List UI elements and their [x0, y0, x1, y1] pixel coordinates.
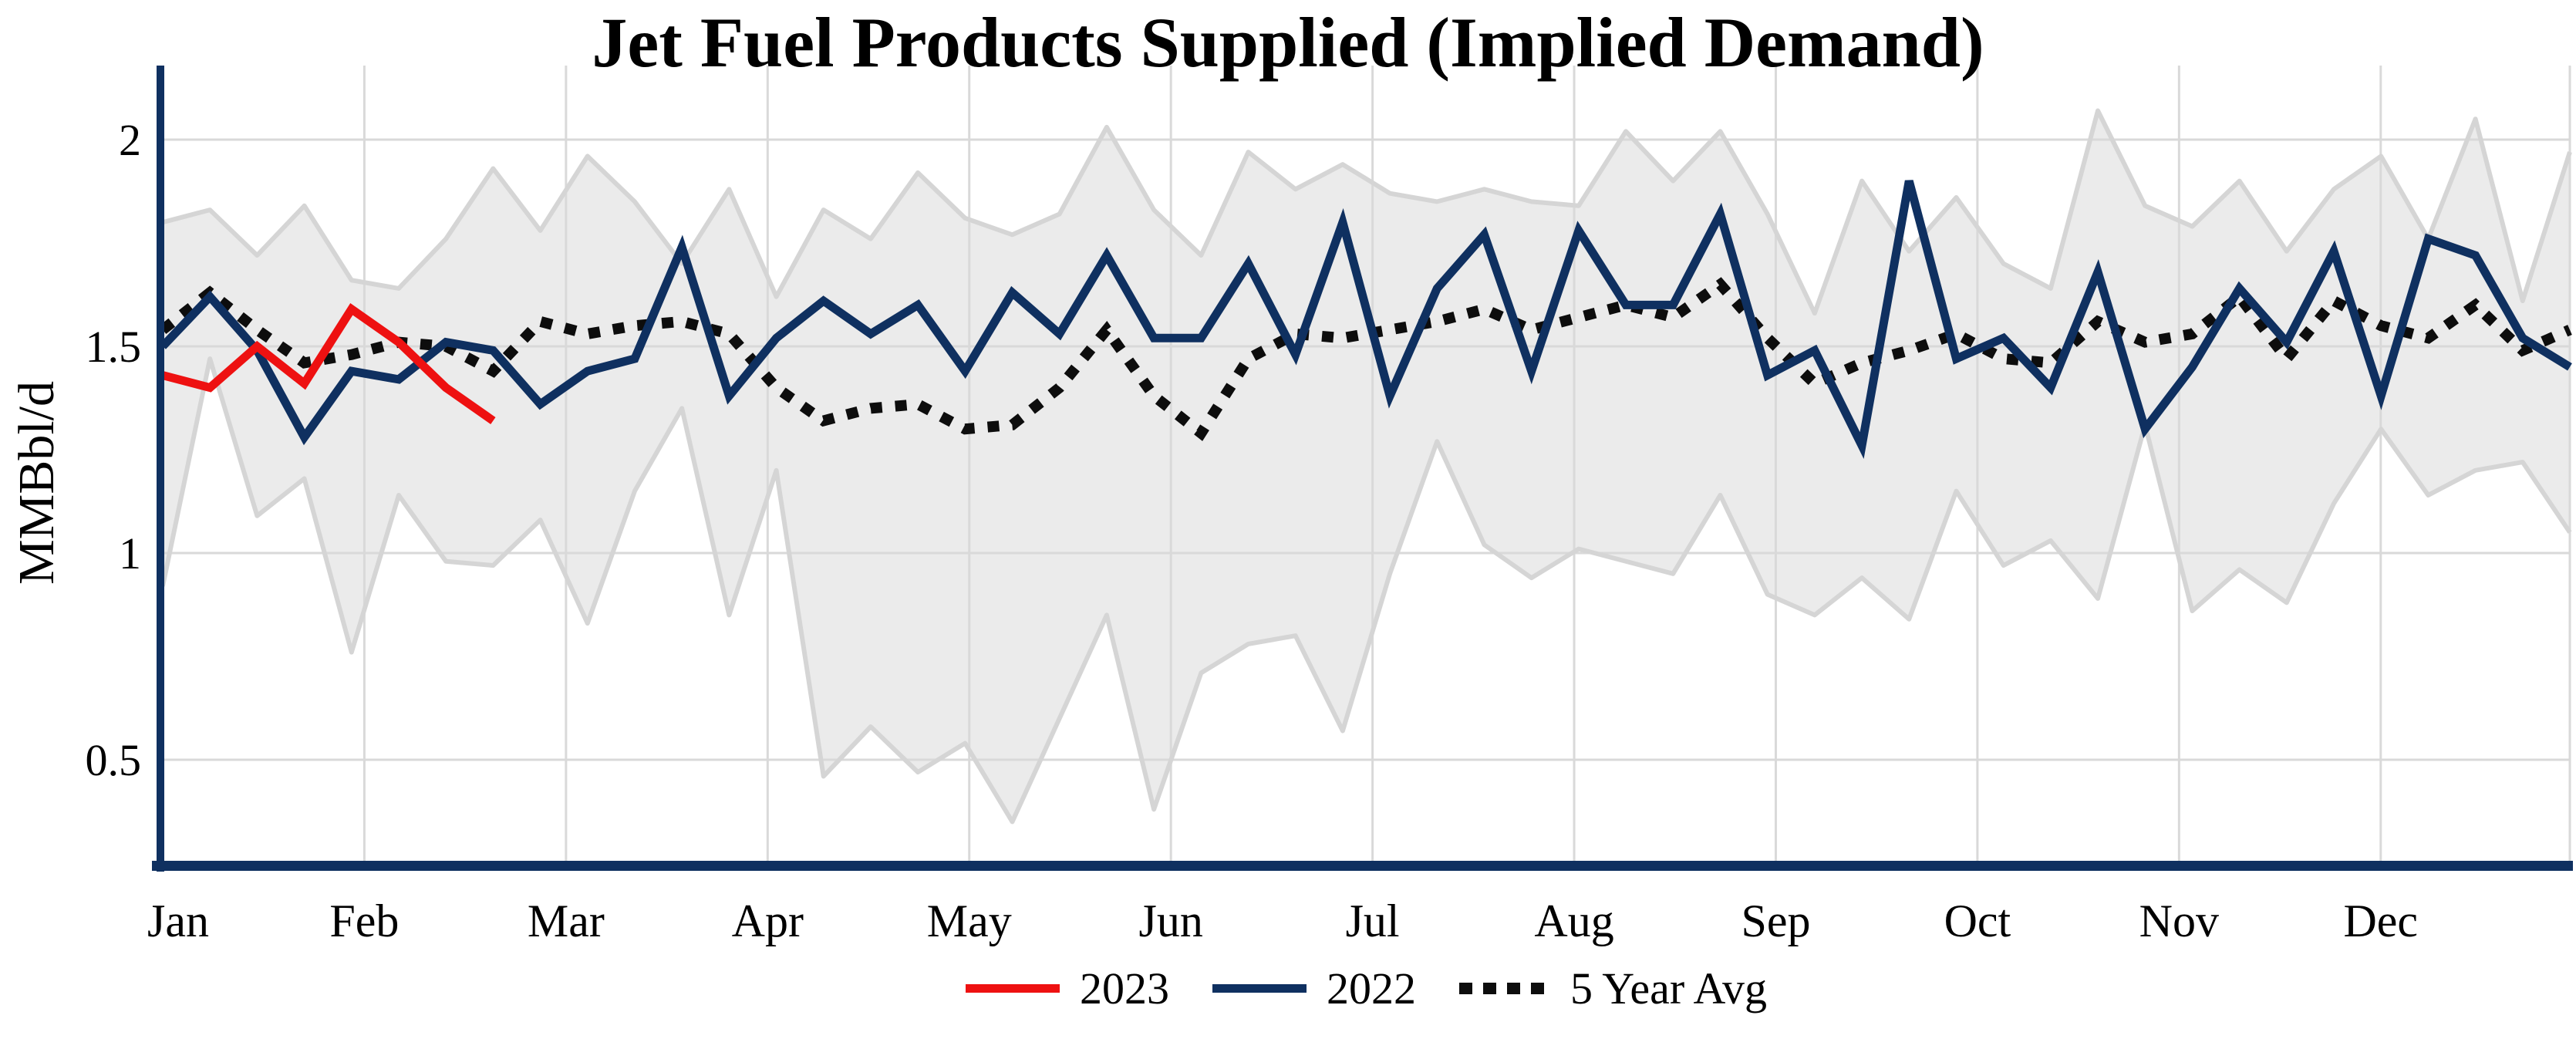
- series-line-2022: [160, 180, 2572, 460]
- legend: 2023 2022 5 Year Avg: [163, 963, 2570, 1014]
- legend-label-5yr-avg: 5 Year Avg: [1570, 963, 1768, 1014]
- x-tick-label-apr: Apr: [732, 896, 804, 946]
- x-tick-label-aug: Aug: [1534, 896, 1613, 946]
- series-line-2023: [161, 302, 496, 424]
- band-upper-edge: [162, 108, 2572, 316]
- x-tick-label-may: May: [927, 896, 1012, 946]
- legend-label-2022: 2022: [1326, 963, 1416, 1014]
- x-tick-label-sep: Sep: [1741, 896, 1810, 946]
- legend-line-sample-2023: [965, 984, 1060, 993]
- x-tick-label-jun: Jun: [1138, 896, 1202, 946]
- legend-item-5yr-avg: 5 Year Avg: [1458, 963, 1768, 1014]
- x-tick-label-nov: Nov: [2139, 896, 2219, 946]
- y-tick-label-1.5: 1.5: [86, 322, 142, 372]
- x-tick-label-jan: Jan: [147, 896, 209, 946]
- y-axis-line: [157, 66, 164, 872]
- legend-line-sample-2022: [1212, 984, 1307, 993]
- legend-label-2023: 2023: [1079, 963, 1169, 1014]
- x-tick-label-mar: Mar: [528, 896, 605, 946]
- y-tick-label-2: 2: [119, 115, 141, 165]
- five-year-range-band: [163, 110, 2570, 822]
- legend-dotted-sample-5yr-avg: [1458, 983, 1550, 994]
- legend-item-2022: 2022: [1212, 963, 1416, 1014]
- legend-item-2023: 2023: [965, 963, 1169, 1014]
- chart-title: Jet Fuel Products Supplied (Implied Dema…: [592, 3, 1984, 82]
- x-tick-label-jul: Jul: [1346, 896, 1400, 946]
- series-line-5-year-avg: [159, 277, 2572, 441]
- x-tick-label-dec: Dec: [2343, 896, 2418, 946]
- x-tick-label-oct: Oct: [1944, 896, 2011, 946]
- y-tick-label-0.5: 0.5: [86, 735, 142, 785]
- y-tick-label-1: 1: [119, 528, 141, 578]
- x-axis-line: [152, 861, 2573, 871]
- x-tick-label-feb: Feb: [329, 896, 399, 946]
- y-axis-label: MMBbl/d: [8, 380, 65, 585]
- band-lower-edge: [160, 356, 2572, 825]
